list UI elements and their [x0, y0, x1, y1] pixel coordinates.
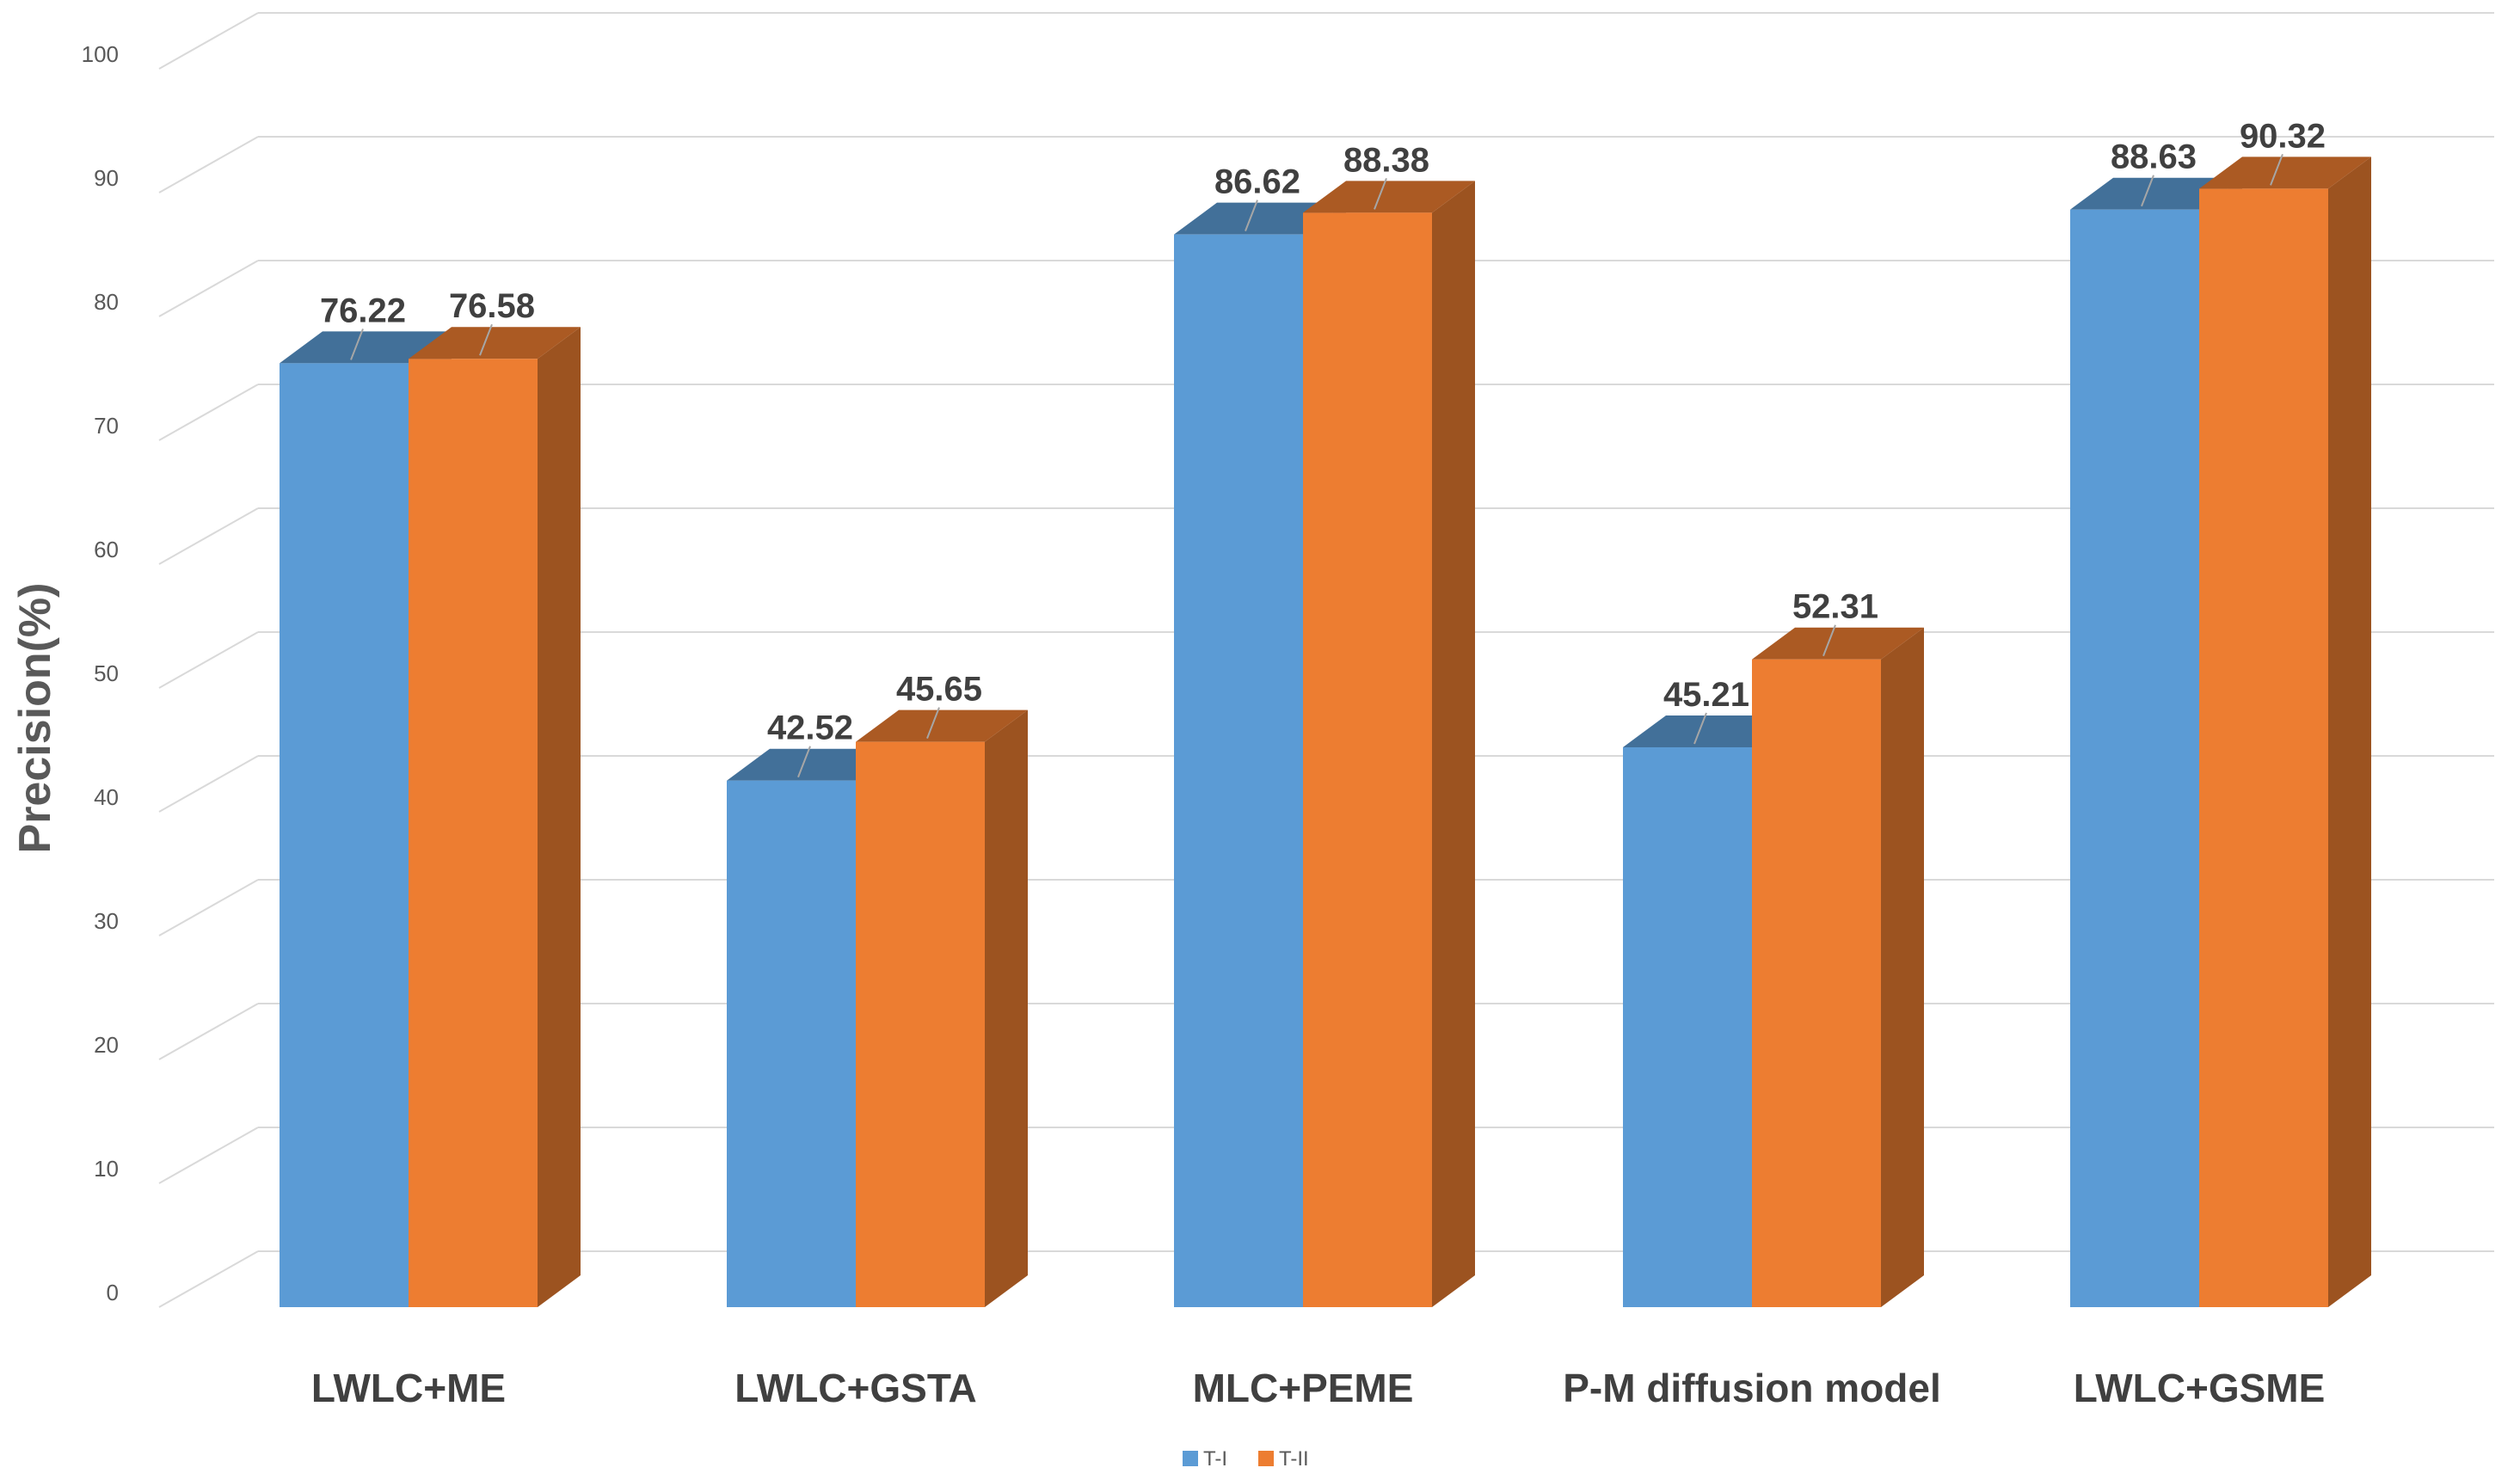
- legend-swatch-t-i: [1183, 1451, 1198, 1466]
- legend-swatch-t-ii: [1258, 1451, 1274, 1466]
- bar-side-t-ii: [538, 327, 581, 1307]
- gridline-diagonal: [158, 1250, 259, 1308]
- gridline-diagonal: [158, 12, 259, 70]
- category-label: LWLC+GSME: [2074, 1366, 2326, 1410]
- bar-t-i: [2070, 209, 2199, 1307]
- data-label-leader: [479, 323, 493, 356]
- bar-t-i: [1623, 746, 1752, 1307]
- data-label: 45.65: [896, 671, 982, 709]
- bar-side-t-ii: [2328, 157, 2371, 1308]
- data-label: 45.21: [1663, 676, 1749, 714]
- data-label-leader: [350, 329, 364, 360]
- category-label: LWLC+GSTA: [734, 1366, 977, 1410]
- bar-t-ii: [2199, 188, 2328, 1308]
- y-tick-label: 0: [107, 1280, 119, 1305]
- bar-t-ii: [1752, 659, 1881, 1307]
- y-tick-labels: 0 10 20 30 40 50 60 70 80 90 100: [82, 41, 119, 1305]
- gridline-diagonal: [158, 1127, 259, 1184]
- bar-top-t-i: [280, 331, 452, 364]
- category-labels: LWLC+ME LWLC+GSTA MLC+PEME P-M diffusion mo…: [311, 1366, 2325, 1410]
- category-label: LWLC+ME: [311, 1366, 506, 1410]
- data-label: 90.32: [2240, 117, 2326, 155]
- y-tick-label: 40: [94, 784, 119, 810]
- y-tick-label: 10: [94, 1156, 119, 1182]
- data-label-leader: [1245, 200, 1258, 232]
- y-tick-label: 70: [94, 413, 119, 439]
- y-axis-title: Precision(%): [10, 583, 60, 854]
- gridline-diagonal: [158, 1003, 259, 1060]
- bar-side-t-ii: [985, 709, 1028, 1307]
- y-tick-label: 60: [94, 537, 119, 562]
- y-tick-label: 20: [94, 1032, 119, 1058]
- data-label-leader: [2270, 154, 2283, 186]
- data-labels: 76.22 76.58 42.52 45.65 86.62 88.38 45.21 52.31…: [320, 117, 2326, 778]
- data-label: 76.22: [320, 292, 406, 329]
- bar-top-t-ii: [2199, 157, 2371, 189]
- y-tick-label: 50: [94, 660, 119, 686]
- data-label: 52.31: [1792, 588, 1878, 626]
- bar-top-t-ii: [856, 709, 1028, 742]
- bar-t-ii: [856, 741, 985, 1307]
- bar-top-t-ii: [409, 327, 581, 359]
- legend-label: T-I: [1203, 1447, 1227, 1471]
- data-label: 76.58: [449, 287, 535, 325]
- category-label: P-M diffusion model: [1563, 1366, 1941, 1410]
- bar-t-i: [280, 363, 409, 1307]
- gridline-diagonal: [158, 136, 259, 193]
- data-label-leader: [797, 746, 811, 778]
- legend-label: T-II: [1279, 1447, 1309, 1471]
- bar-t-i: [1174, 234, 1303, 1307]
- gridline-diagonal: [158, 879, 259, 937]
- data-label-leader: [2141, 175, 2154, 207]
- bar-side-t-ii: [1432, 181, 1475, 1307]
- y-tick-label: 30: [94, 908, 119, 934]
- y-tick-label: 80: [94, 289, 119, 315]
- data-label: 88.63: [2111, 138, 2197, 176]
- gridline-diagonal: [158, 260, 259, 317]
- gridline-diagonal: [158, 384, 259, 441]
- bar-t-ii: [409, 359, 538, 1307]
- data-label-leader: [1374, 177, 1387, 210]
- gridline-diagonal: [158, 631, 259, 689]
- bar-side-t-ii: [1881, 627, 1924, 1307]
- bar-top-t-ii: [1752, 627, 1924, 660]
- data-label-leader: [926, 707, 940, 740]
- bar-top-t-ii: [1303, 181, 1475, 213]
- gridline-diagonal: [158, 755, 259, 813]
- data-label: 42.52: [767, 709, 853, 747]
- gridline-diagonal: [158, 507, 259, 565]
- bar-t-ii: [1303, 212, 1432, 1307]
- data-label: 86.62: [1214, 163, 1300, 201]
- data-label-leader: [1822, 624, 1836, 657]
- data-label: 88.38: [1343, 141, 1429, 179]
- bars: [280, 157, 2371, 1308]
- y-tick-label: 90: [94, 165, 119, 191]
- y-tick-label: 100: [82, 41, 119, 67]
- category-label: MLC+PEME: [1193, 1366, 1414, 1410]
- legend: T-I T-II: [1183, 1447, 1309, 1471]
- bar-t-i: [727, 780, 856, 1307]
- data-label-leader: [1693, 712, 1707, 745]
